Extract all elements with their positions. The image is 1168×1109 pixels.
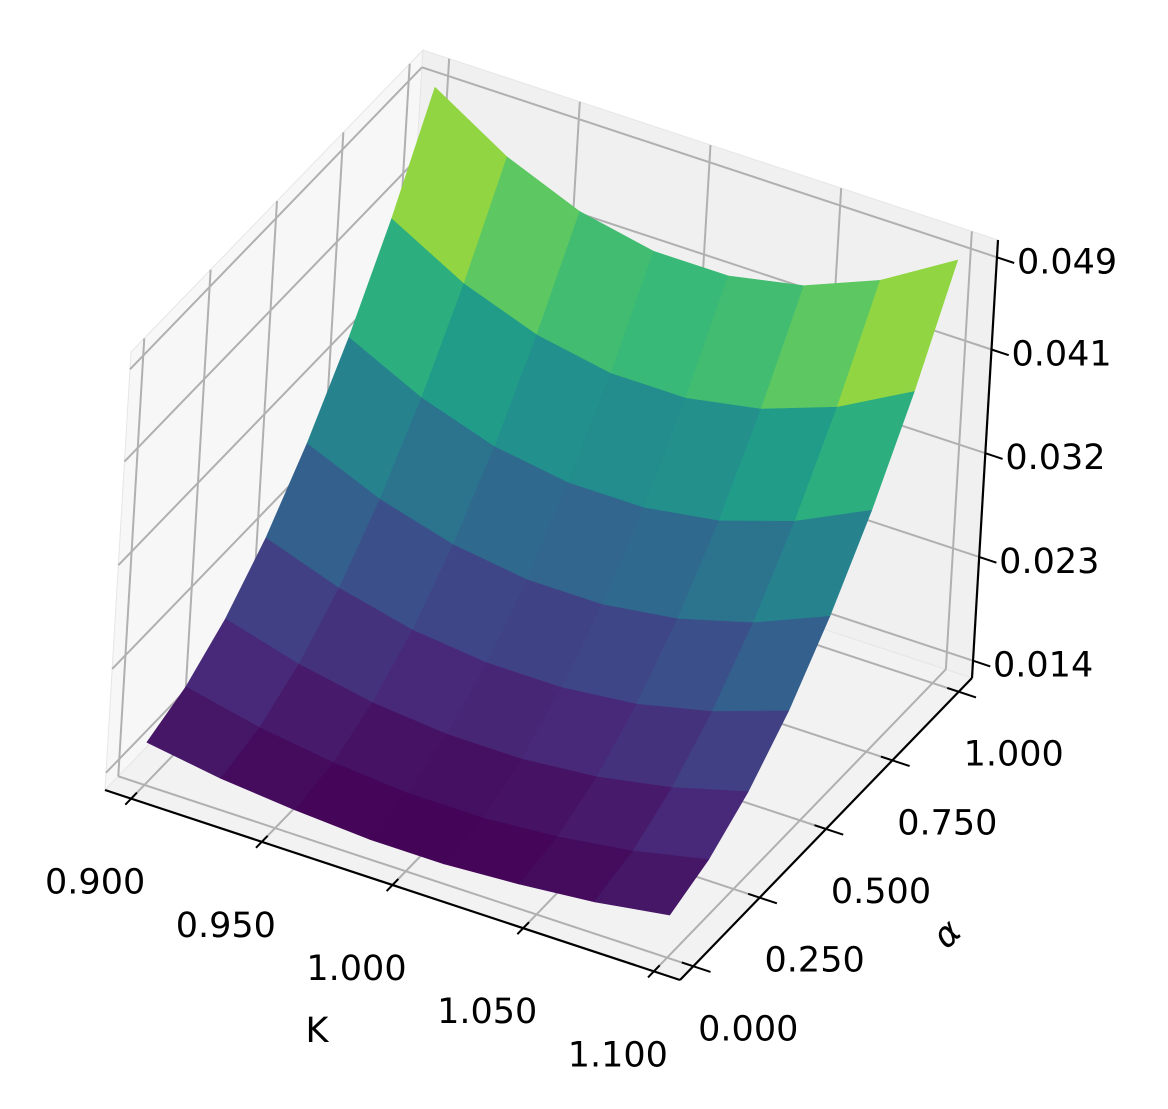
x-axis-label: K xyxy=(306,1011,330,1051)
x-tick-label: 0.950 xyxy=(176,906,276,946)
tick-mark xyxy=(991,348,1010,357)
y-axis-line xyxy=(679,677,973,981)
tick-mark xyxy=(946,686,977,699)
tick-mark xyxy=(972,659,991,668)
grid-line xyxy=(117,775,694,968)
grid-line xyxy=(944,231,973,670)
grid-line xyxy=(183,269,212,708)
y-tick-label: 0.250 xyxy=(765,941,865,981)
y-tick-label: 0.000 xyxy=(698,1009,798,1049)
x-tick-label: 1.100 xyxy=(568,1035,668,1075)
x-tick-label: 0.900 xyxy=(45,863,145,903)
z-tick-label: 0.032 xyxy=(1005,438,1105,478)
y-tick-label: 0.750 xyxy=(897,803,997,843)
surface-patch xyxy=(593,850,710,916)
x-tick-label: 1.050 xyxy=(437,992,537,1032)
z-axis-line xyxy=(970,239,1000,679)
tick-mark xyxy=(814,824,844,836)
z-tick-label: 0.049 xyxy=(1017,242,1117,282)
grid-line xyxy=(117,338,146,777)
tick-mark xyxy=(681,961,711,973)
tick-mark xyxy=(978,556,997,564)
tick-mark xyxy=(747,892,778,905)
y-tick-label: 0.500 xyxy=(831,872,931,912)
grid-line xyxy=(421,66,998,259)
z-tick-label: 0.041 xyxy=(1012,335,1112,375)
x-tick-label: 1.000 xyxy=(306,949,406,989)
z-tick-label: 0.014 xyxy=(993,646,1093,686)
grid-line xyxy=(129,66,423,370)
y-tick-label: 1.000 xyxy=(964,735,1064,775)
tick-mark xyxy=(880,755,910,768)
z-tick-label: 0.023 xyxy=(999,542,1099,582)
y-axis-label: α xyxy=(925,912,970,957)
grid-line xyxy=(123,158,418,463)
x-axis-line xyxy=(104,788,681,982)
tick-mark xyxy=(985,452,1003,460)
tick-mark xyxy=(996,256,1015,264)
